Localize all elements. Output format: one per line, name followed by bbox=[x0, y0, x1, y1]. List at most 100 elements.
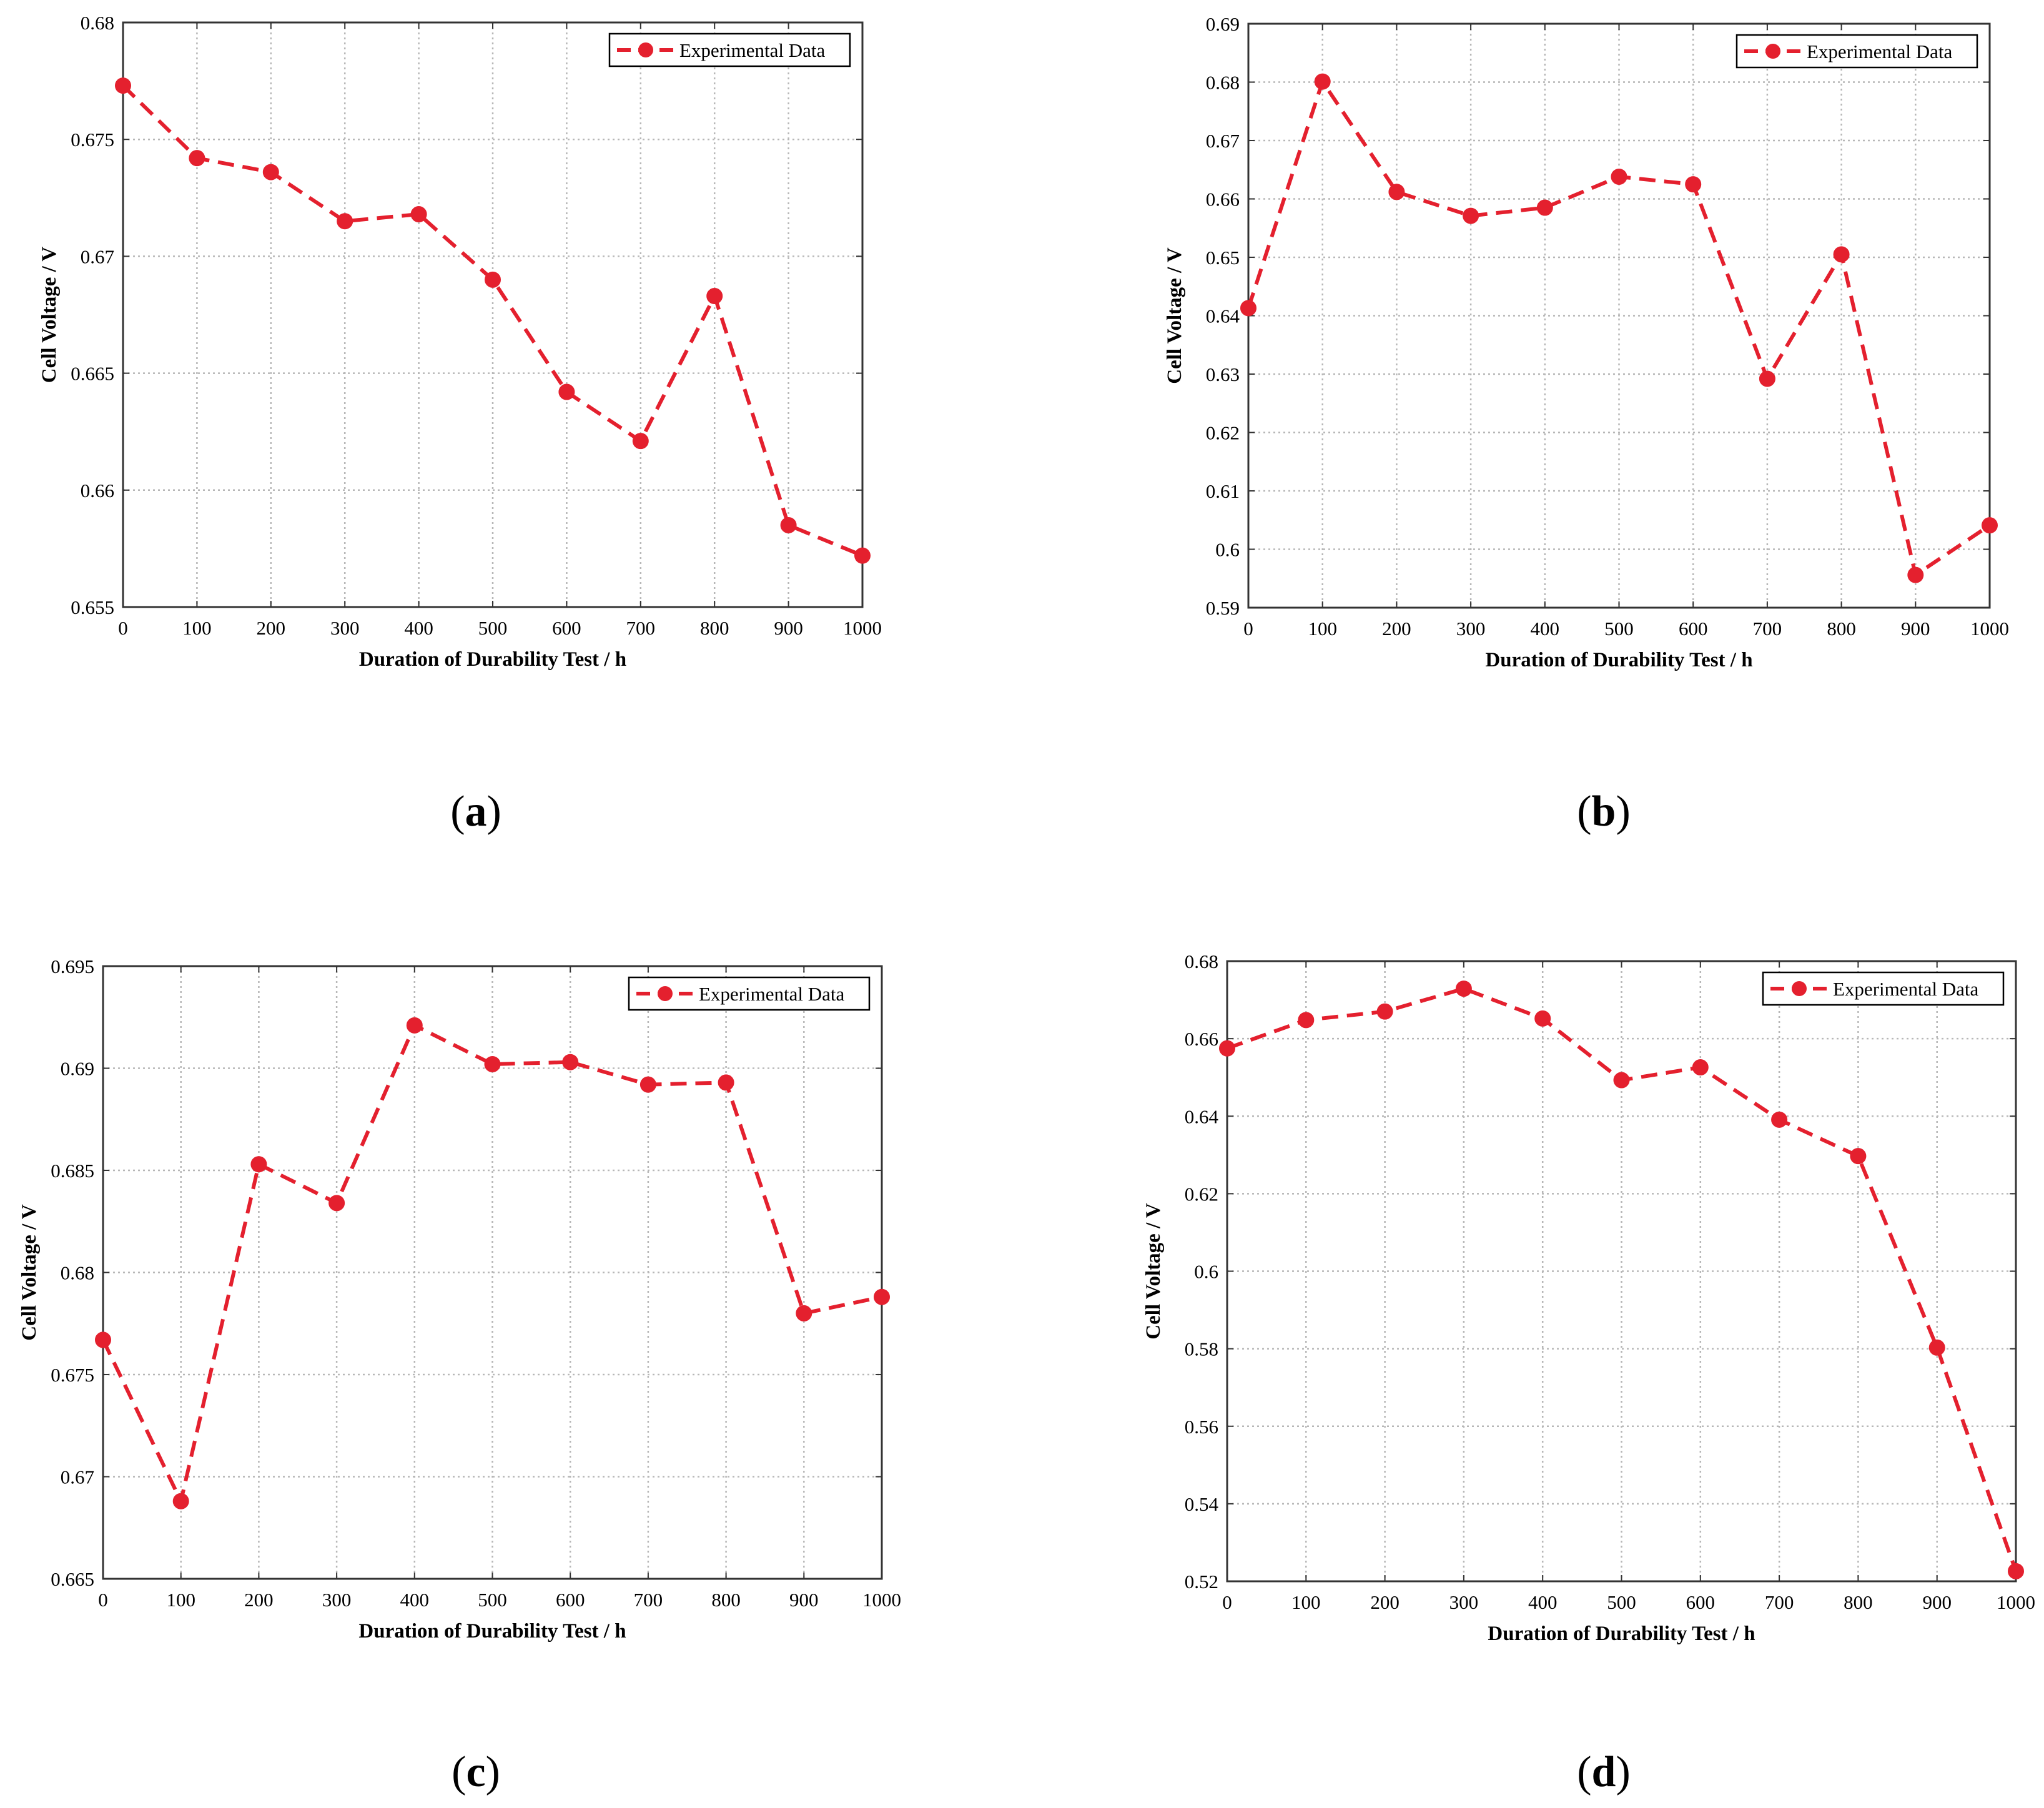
legend-label: Experimental Data bbox=[679, 39, 825, 61]
y-tick-label: 0.665 bbox=[51, 1568, 94, 1590]
y-axis-title: Cell Voltage / V bbox=[38, 247, 61, 383]
data-point bbox=[874, 1288, 890, 1305]
caption-letter: a bbox=[465, 788, 487, 836]
caption-letter: b bbox=[1592, 788, 1616, 836]
legend: Experimental Data bbox=[628, 976, 871, 1011]
data-point bbox=[1534, 1010, 1551, 1027]
y-tick-label: 0.61 bbox=[1206, 480, 1240, 502]
y-tick-label: 0.69 bbox=[1206, 13, 1240, 35]
series-experimental-data bbox=[95, 1017, 890, 1509]
y-tick-label: 0.665 bbox=[71, 363, 114, 385]
data-point bbox=[1685, 176, 1702, 193]
y-tick-label: 0.675 bbox=[71, 129, 114, 151]
caption-paren-open: ( bbox=[450, 788, 465, 836]
caption-paren-close: ) bbox=[1616, 1748, 1630, 1796]
series-experimental-data bbox=[1240, 73, 1998, 583]
data-point bbox=[1982, 517, 1998, 534]
x-tick-label: 300 bbox=[1456, 618, 1486, 640]
data-point bbox=[262, 164, 279, 180]
x-tick-label: 600 bbox=[556, 1589, 585, 1611]
data-point bbox=[337, 213, 353, 230]
grid bbox=[1227, 961, 2016, 1581]
y-tick-label: 0.66 bbox=[1206, 189, 1240, 210]
x-tick-label: 1000 bbox=[1997, 1591, 2035, 1613]
legend-marker-icon bbox=[1792, 981, 1807, 996]
data-point bbox=[328, 1195, 345, 1212]
x-tick-label: 100 bbox=[182, 617, 212, 639]
x-tick-label: 100 bbox=[1291, 1591, 1321, 1613]
plot-area bbox=[123, 22, 862, 607]
data-point bbox=[484, 1055, 501, 1072]
data-point bbox=[558, 383, 575, 400]
data-point bbox=[796, 1305, 812, 1321]
legend-marker-icon bbox=[658, 986, 673, 1001]
grid bbox=[103, 966, 882, 1579]
y-tick-label: 0.69 bbox=[61, 1058, 94, 1080]
x-tick-label: 800 bbox=[700, 617, 729, 639]
legend-label: Experimental Data bbox=[1807, 41, 1952, 62]
data-point bbox=[1536, 199, 1553, 216]
x-tick-label: 300 bbox=[322, 1589, 352, 1611]
y-axis-title: Cell Voltage / V bbox=[18, 1204, 41, 1341]
data-point bbox=[1613, 1072, 1630, 1089]
legend-label: Experimental Data bbox=[1833, 978, 1978, 1000]
y-tick-label: 0.6 bbox=[1215, 539, 1240, 561]
data-point bbox=[485, 271, 501, 288]
data-point bbox=[780, 516, 797, 533]
x-tick-label: 0 bbox=[118, 617, 128, 639]
chart-panel-b: 0 100 200 300 400 500 600 700 800 900 1000 0.59 0.6 0… bbox=[1163, 13, 2009, 671]
caption-paren-close: ) bbox=[486, 1748, 500, 1796]
y-tick-label: 0.64 bbox=[1185, 1105, 1219, 1127]
y-tick-label: 0.695 bbox=[51, 956, 94, 977]
data-point bbox=[639, 1076, 656, 1093]
y-tick-label: 0.685 bbox=[51, 1160, 94, 1182]
panel-caption: (b) bbox=[1577, 788, 1631, 836]
y-tick-label: 0.63 bbox=[1206, 363, 1240, 385]
y-tick-label: 0.68 bbox=[61, 1262, 94, 1284]
y-tick-label: 0.62 bbox=[1185, 1183, 1218, 1205]
data-point bbox=[1240, 300, 1257, 317]
data-point bbox=[1928, 1339, 1945, 1356]
x-tick-label: 300 bbox=[330, 617, 360, 639]
grid bbox=[1248, 24, 1990, 608]
x-tick-label: 600 bbox=[1679, 618, 1708, 640]
data-point bbox=[1833, 246, 1850, 263]
data-point bbox=[1850, 1148, 1867, 1165]
series-line bbox=[101, 1023, 882, 1503]
data-point bbox=[95, 1331, 111, 1348]
y-axis-title: Cell Voltage / V bbox=[1142, 1203, 1165, 1340]
x-tick-label: 900 bbox=[774, 617, 803, 639]
series-experimental-data bbox=[1219, 981, 2024, 1579]
data-point bbox=[1759, 370, 1775, 387]
y-tick-label: 0.58 bbox=[1185, 1338, 1218, 1360]
x-tick-label: 100 bbox=[166, 1589, 195, 1611]
x-tick-label: 700 bbox=[1765, 1591, 1794, 1613]
caption-paren-open: ( bbox=[1577, 1748, 1591, 1796]
x-tick-label: 1000 bbox=[1970, 618, 2009, 640]
data-point bbox=[1298, 1012, 1315, 1029]
x-tick-label: 0 bbox=[98, 1589, 108, 1611]
y-tick-label: 0.67 bbox=[61, 1466, 94, 1488]
x-tick-label: 500 bbox=[478, 1589, 507, 1611]
y-tick-label: 0.67 bbox=[1206, 130, 1240, 152]
data-point bbox=[1376, 1003, 1393, 1020]
chart-panel-a: 0 100 200 300 400 500 600 700 800 900 1000 0.655 0.6… bbox=[38, 12, 882, 671]
data-point bbox=[172, 1493, 189, 1509]
x-tick-label: 800 bbox=[1844, 1591, 1873, 1613]
panel-caption: (a) bbox=[450, 788, 501, 836]
legend-marker-icon bbox=[638, 42, 653, 57]
x-tick-label: 900 bbox=[1901, 618, 1930, 640]
x-tick-label: 600 bbox=[1686, 1591, 1716, 1613]
x-axis-title: Duration of Durability Test / h bbox=[1485, 649, 1752, 671]
x-tick-label: 200 bbox=[244, 1589, 274, 1611]
y-tick-label: 0.62 bbox=[1206, 422, 1240, 444]
data-point bbox=[189, 150, 205, 167]
x-tick-label: 500 bbox=[1607, 1591, 1636, 1613]
y-tick-label: 0.66 bbox=[81, 480, 114, 501]
y-axis-title: Cell Voltage / V bbox=[1163, 247, 1186, 384]
x-axis-title: Duration of Durability Test / h bbox=[359, 648, 626, 671]
x-tick-label: 0 bbox=[1222, 1591, 1232, 1613]
caption-paren-close: ) bbox=[1616, 788, 1630, 836]
x-tick-label: 300 bbox=[1449, 1591, 1479, 1613]
x-tick-label: 900 bbox=[789, 1589, 819, 1611]
